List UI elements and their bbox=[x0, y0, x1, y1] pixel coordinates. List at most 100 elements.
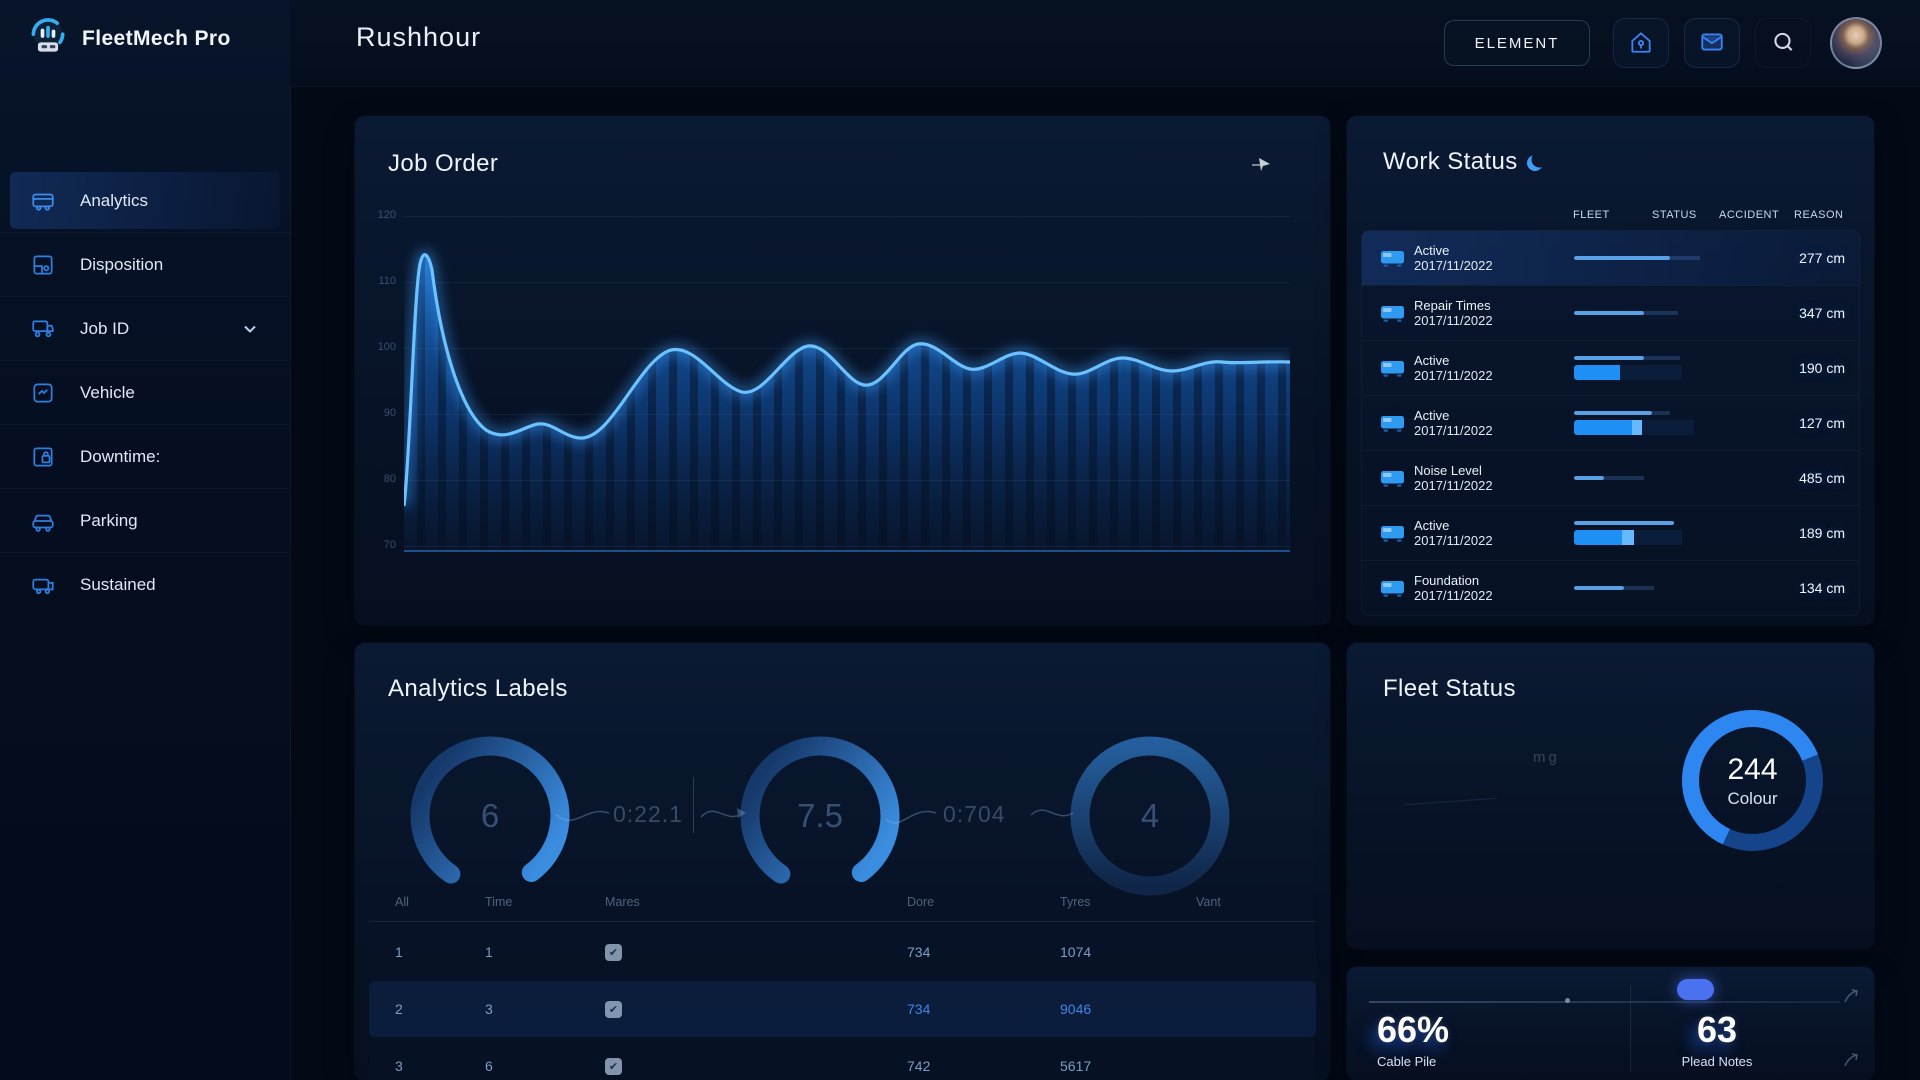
sidebar: FleetMech Pro Analytics Disposition Job … bbox=[0, 0, 291, 1080]
work-status-column-header: FLEET bbox=[1573, 209, 1610, 221]
van-icon bbox=[1380, 469, 1405, 493]
kpi-card: 66% Cable Pile 63 Plead Notes bbox=[1347, 967, 1874, 1080]
work-status-row[interactable]: Foundation 2017/11/2022 134 cm bbox=[1362, 560, 1859, 615]
fleet-name: Active bbox=[1414, 408, 1450, 423]
work-status-row[interactable]: Noise Level 2017/11/2022 485 cm bbox=[1362, 450, 1859, 505]
work-status-row[interactable]: Active 2017/11/2022 190 cm bbox=[1362, 340, 1859, 395]
curved-arrow-icon bbox=[1842, 987, 1860, 1010]
analytics-table-header: All Time Mares Dore Tyres Vant bbox=[395, 895, 1300, 909]
job-order-chart: 120 110 100 90 80 70 bbox=[378, 200, 1291, 576]
fleet-date: 2017/11/2022 bbox=[1414, 368, 1493, 383]
lock-vehicle-icon bbox=[30, 443, 60, 471]
sidebar-item-sustained[interactable]: Sustained bbox=[0, 552, 290, 613]
cell-all: 2 bbox=[395, 1001, 403, 1017]
kpi-label: Cable Pile bbox=[1377, 1054, 1437, 1069]
area-chart-svg bbox=[398, 249, 1291, 552]
fleet-status-card: Fleet Status mg 244 Colour bbox=[1347, 643, 1874, 949]
gridline bbox=[404, 216, 1290, 217]
page-title: Rushhour bbox=[356, 22, 482, 52]
gauge-value: 6 bbox=[480, 797, 500, 834]
fleet-date: 2017/11/2022 bbox=[1414, 423, 1493, 438]
slider-handle[interactable] bbox=[1677, 979, 1714, 1000]
cell-time: 3 bbox=[485, 1001, 493, 1017]
analytics-column-header: Vant bbox=[1196, 895, 1221, 909]
cell-all: 3 bbox=[395, 1058, 403, 1074]
sidebar-item-label: Downtime: bbox=[80, 446, 161, 466]
work-status-row[interactable]: Active 2017/11/2022 189 cm bbox=[1362, 505, 1859, 560]
panel-vehicle-icon bbox=[30, 379, 60, 407]
sidebar-item-analytics[interactable]: Analytics bbox=[10, 172, 280, 229]
y-axis-tick: 90 bbox=[383, 407, 396, 419]
van-icon bbox=[1380, 524, 1405, 548]
analytics-column-header: Tyres bbox=[1060, 895, 1091, 909]
cell-tyres: 1074 bbox=[1060, 944, 1092, 960]
slider-tick-dot bbox=[1565, 998, 1570, 1003]
gridline bbox=[404, 348, 1290, 349]
y-axis-tick: 80 bbox=[383, 473, 396, 485]
sidebar-item-label: Sustained bbox=[80, 574, 156, 594]
job-order-card: Job Order 120 110 100 90 80 70 bbox=[355, 116, 1330, 625]
brand-logo[interactable]: FleetMech Pro bbox=[26, 14, 231, 64]
analytics-column-header: Dore bbox=[907, 895, 935, 909]
analytics-column-header: All bbox=[395, 895, 409, 909]
fleet-date: 2017/11/2022 bbox=[1414, 533, 1493, 548]
van-icon bbox=[1380, 304, 1405, 328]
y-axis-tick: 70 bbox=[383, 539, 396, 551]
analytics-labels-card: Analytics Labels 6 7.5 4 0:22.1 0:704 Al… bbox=[355, 643, 1330, 1080]
cell-dore: 742 bbox=[907, 1058, 931, 1074]
checkbox-icon[interactable]: ✔ bbox=[605, 1001, 622, 1018]
sidebar-item-label: Analytics bbox=[80, 190, 149, 210]
curved-arrow-icon bbox=[1842, 1051, 1860, 1074]
gauge-2: 7.5 bbox=[735, 731, 905, 901]
status-bars bbox=[1574, 356, 1739, 380]
chevron-down-icon[interactable] bbox=[240, 319, 260, 339]
mail-icon bbox=[1699, 29, 1725, 58]
reason-value: 134 cm bbox=[1799, 580, 1845, 596]
element-button[interactable]: ELEMENT bbox=[1444, 20, 1590, 66]
work-status-row[interactable]: Repair Times 2017/11/2022 347 cm bbox=[1362, 285, 1859, 340]
squiggle-connector-icon bbox=[881, 793, 1081, 848]
gauge-connector-label: 0:22.1 bbox=[613, 801, 683, 827]
sidebar-item-job-id[interactable]: Job ID bbox=[0, 296, 290, 357]
avatar[interactable] bbox=[1830, 17, 1882, 69]
van-vehicle-icon bbox=[30, 187, 60, 215]
home-icon-button[interactable] bbox=[1613, 18, 1669, 68]
donut-center: 244 Colour bbox=[1665, 693, 1840, 868]
cursor-icon[interactable] bbox=[1250, 156, 1272, 177]
fleet-name: Foundation bbox=[1414, 573, 1480, 588]
analytics-row[interactable]: 1 1 ✔ 734 1074 bbox=[369, 924, 1316, 980]
cell-time: 6 bbox=[485, 1058, 493, 1074]
gridline bbox=[404, 414, 1290, 415]
squiggle-connector-icon bbox=[551, 793, 751, 848]
fleet-name: Noise Level bbox=[1414, 463, 1482, 478]
slider-track[interactable] bbox=[1369, 1001, 1840, 1003]
status-bars bbox=[1574, 521, 1739, 545]
sidebar-item-label: Vehicle bbox=[80, 382, 135, 402]
work-status-row[interactable]: Active 2017/11/2022 127 cm bbox=[1362, 395, 1859, 450]
reason-value: 127 cm bbox=[1799, 415, 1845, 431]
cell-dore: 734 bbox=[907, 944, 931, 960]
status-bars bbox=[1574, 476, 1739, 480]
work-status-header-row: FLEET STATUS ACCIDENT REASON bbox=[1347, 209, 1874, 223]
sidebar-item-label: Disposition bbox=[80, 254, 164, 274]
work-status-table: Active 2017/11/2022 277 cm Repair Times 20… bbox=[1361, 230, 1860, 616]
y-axis-tick: 110 bbox=[378, 275, 396, 287]
search-icon-button[interactable] bbox=[1755, 18, 1811, 68]
gauge-value: 4 bbox=[1140, 797, 1160, 834]
checkbox-icon[interactable]: ✔ bbox=[605, 1058, 622, 1075]
reason-value: 485 cm bbox=[1799, 470, 1845, 486]
kpi-value: 63 bbox=[1696, 1009, 1738, 1050]
fleet-name: Repair Times bbox=[1414, 298, 1491, 313]
analytics-row[interactable]: 2 3 ✔ 734 9046 bbox=[369, 981, 1316, 1037]
sidebar-item-vehicle[interactable]: Vehicle bbox=[0, 360, 290, 421]
mail-icon-button[interactable] bbox=[1684, 18, 1740, 68]
checkbox-icon[interactable]: ✔ bbox=[605, 944, 622, 961]
fleet-name: Active bbox=[1414, 353, 1450, 368]
sidebar-item-parking[interactable]: Parking bbox=[0, 488, 290, 549]
sidebar-item-downtime[interactable]: Downtime: bbox=[0, 424, 290, 485]
work-status-row[interactable]: Active 2017/11/2022 277 cm bbox=[1362, 231, 1859, 285]
analytics-row[interactable]: 3 6 ✔ 742 5617 bbox=[369, 1038, 1316, 1080]
divider bbox=[693, 777, 694, 833]
sidebar-item-disposition[interactable]: Disposition bbox=[0, 232, 290, 293]
work-status-title: Work Status bbox=[1383, 148, 1518, 175]
